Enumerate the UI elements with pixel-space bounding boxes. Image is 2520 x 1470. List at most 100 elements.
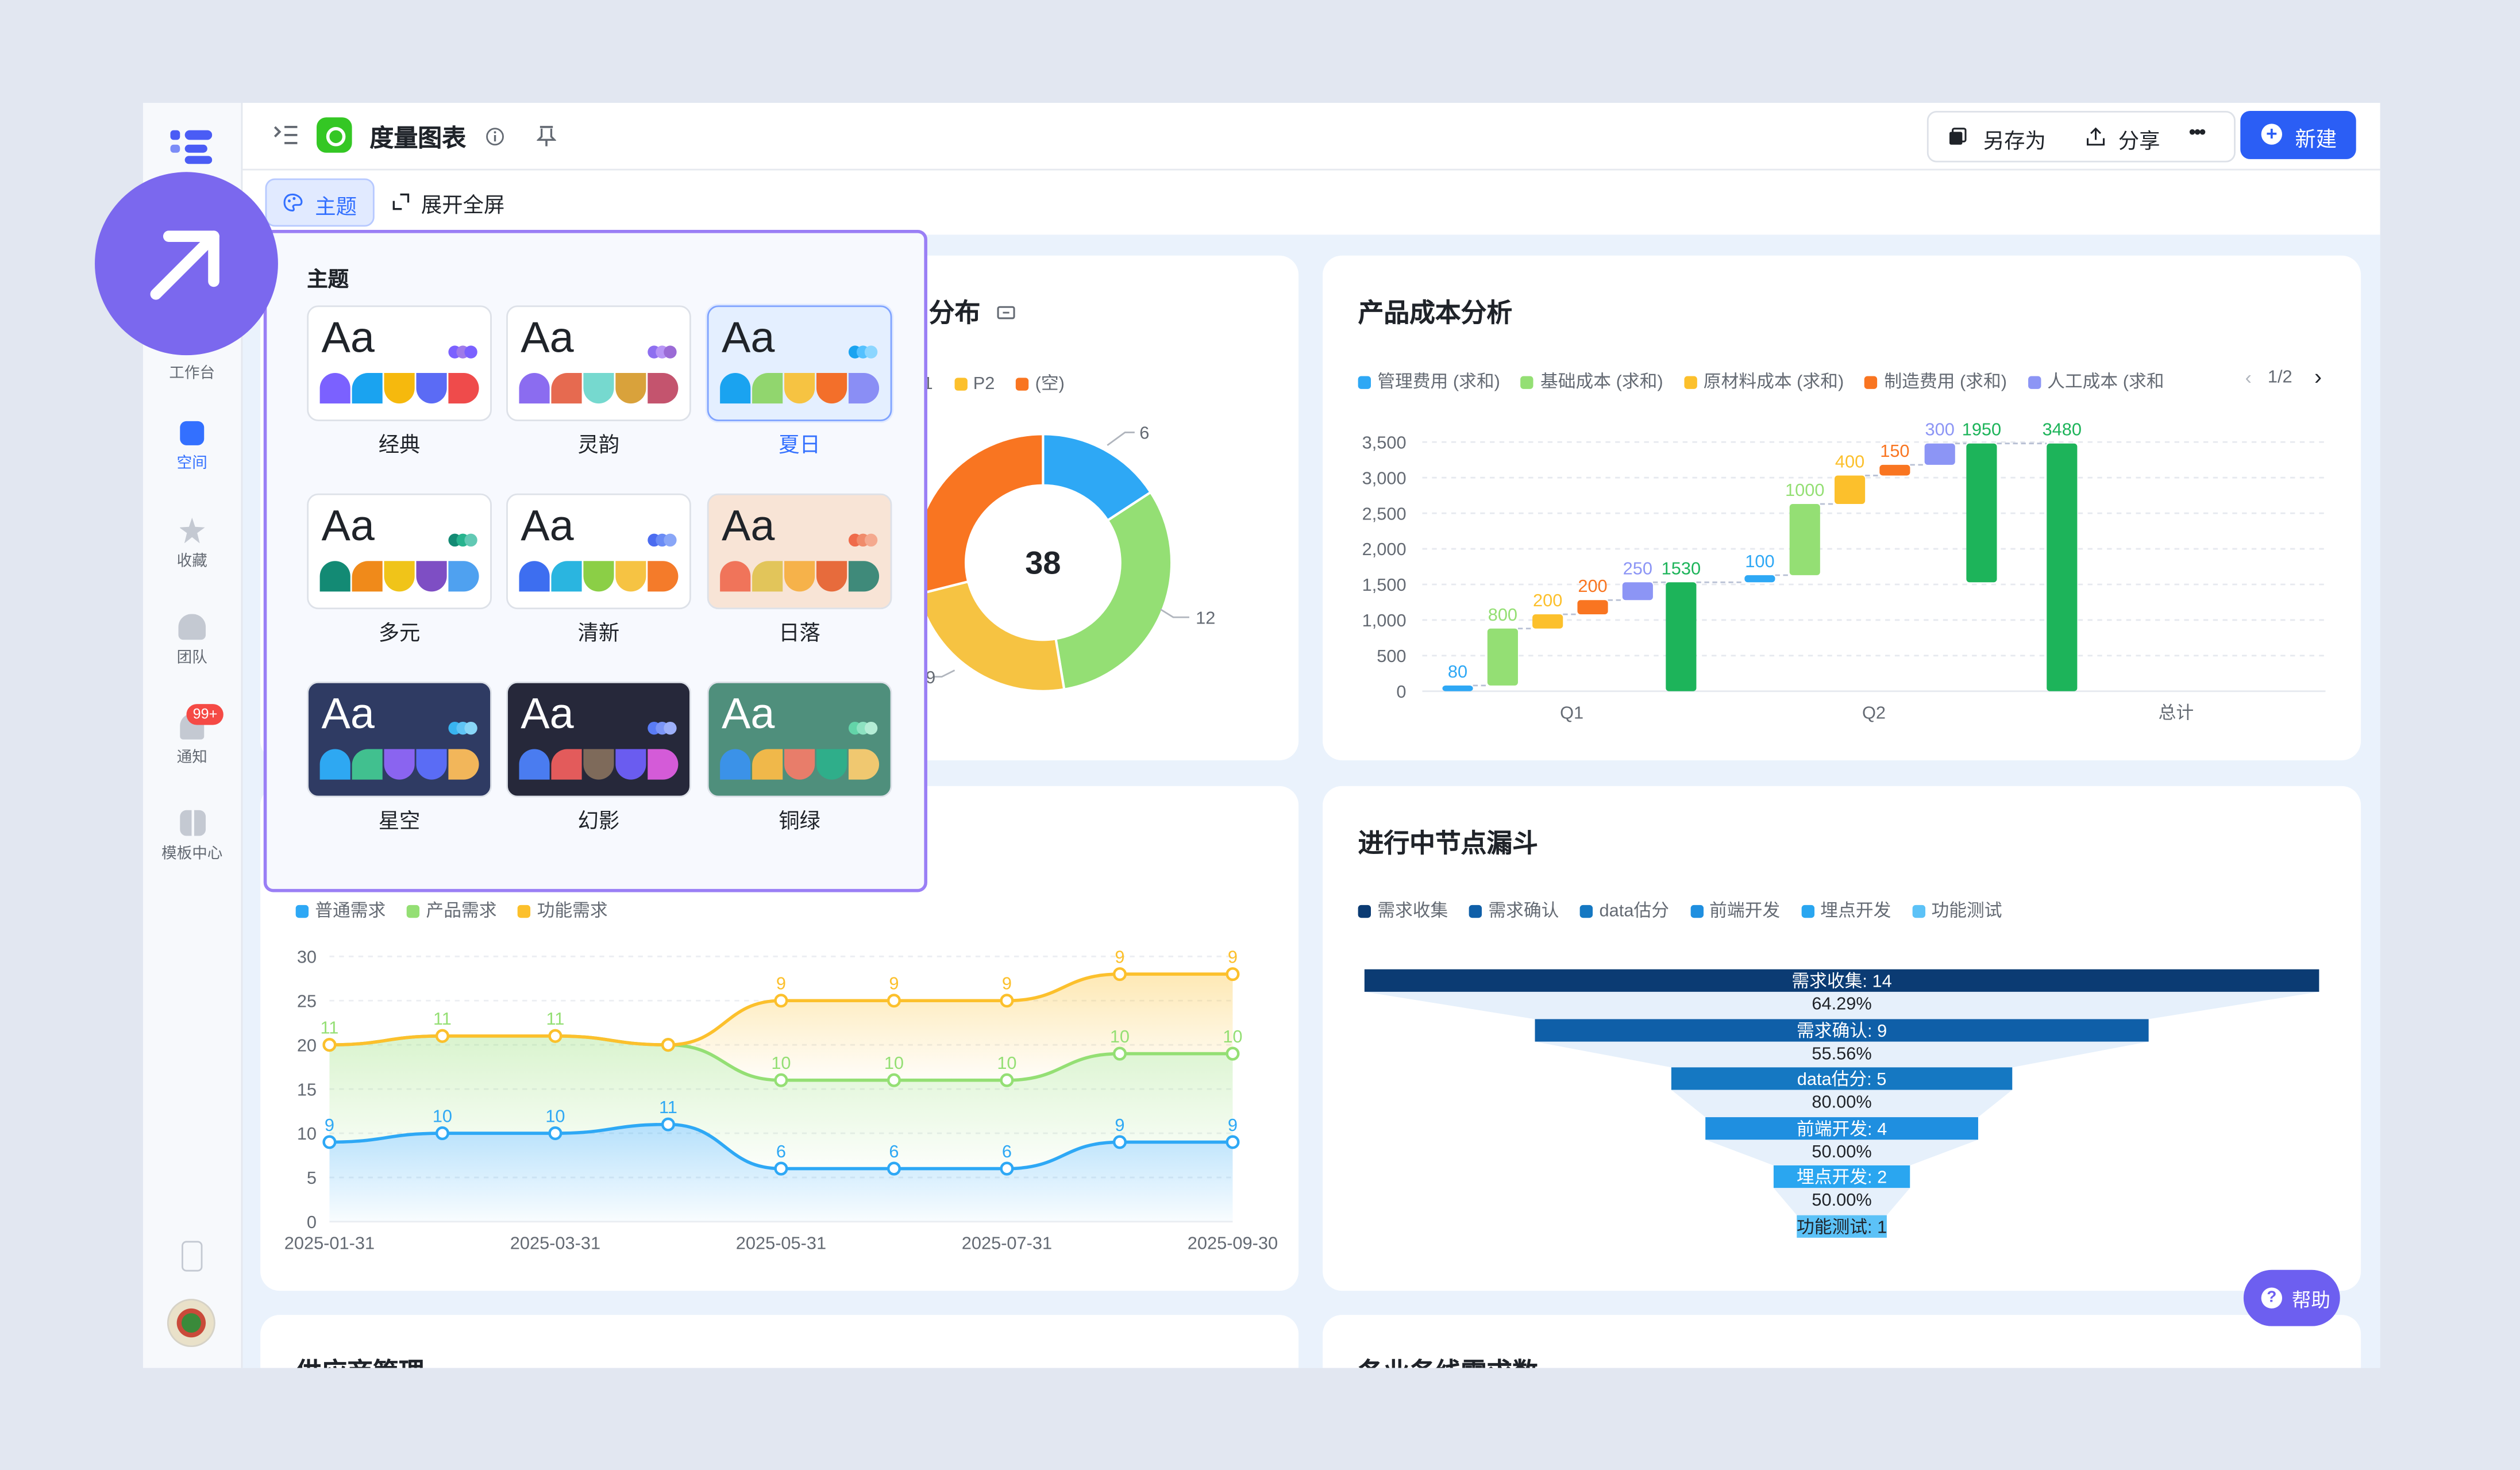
theme-option-5[interactable]: Aa	[506, 493, 691, 610]
conversion-rate: 80.00%	[1812, 1091, 1871, 1111]
legend-item[interactable]: 前端开发	[1709, 902, 1781, 921]
theme-option-label[interactable]: 灵韵	[577, 432, 620, 457]
area-chart[interactable]: 0 5 10 15 20 25 30 2025-01-31 2025-03-31 2025-05-…	[260, 786, 1298, 1291]
theme-option-label[interactable]: 铜绿	[779, 808, 820, 833]
sidebar-item-favorites[interactable]: 收藏	[143, 517, 241, 571]
data-label: 10	[545, 1106, 565, 1126]
legend-item[interactable]: 功能测试	[1931, 902, 2002, 921]
theme-color-shape	[720, 749, 751, 780]
data-label: 10	[1223, 1026, 1242, 1046]
data-point	[435, 1029, 449, 1043]
legend-item[interactable]: 需求收集	[1377, 902, 1448, 921]
help-icon: ?	[2261, 1287, 2283, 1309]
data-label: 11	[659, 1097, 677, 1117]
legend-item[interactable]: 人工成本 (求和	[2047, 372, 2164, 392]
info-icon[interactable]	[485, 127, 505, 147]
collapse-sidebar-icon[interactable]	[273, 124, 299, 146]
theme-option-label[interactable]: 幻影	[577, 808, 620, 833]
mobile-icon[interactable]	[182, 1241, 203, 1272]
theme-option-label[interactable]: 清新	[577, 620, 620, 645]
card-supplier[interactable]: 供应商管理	[260, 1315, 1299, 1368]
funnel-label: data估分: 5	[1797, 1069, 1887, 1089]
legend-item[interactable]: 基础成本 (求和)	[1540, 372, 1663, 392]
data-label: 200	[1533, 590, 1562, 610]
theme-option-6[interactable]: Aa	[707, 493, 892, 610]
legend-item[interactable]: P2	[973, 374, 995, 394]
avatar[interactable]	[167, 1299, 215, 1348]
data-label: 10	[884, 1053, 904, 1073]
theme-option-label[interactable]: 日落	[779, 620, 820, 645]
legend-item[interactable]: 原材料成本 (求和)	[1703, 372, 1844, 392]
theme-dot	[464, 345, 477, 359]
legend-item[interactable]: 需求确认	[1488, 902, 1559, 921]
legend-item[interactable]: data估分	[1599, 902, 1670, 921]
theme-dots-icon	[648, 526, 677, 555]
theme-color-shape	[816, 372, 847, 404]
theme-option-7[interactable]: Aa	[307, 682, 492, 798]
new-button[interactable]: + 新建	[2240, 111, 2356, 159]
theme-dot	[864, 345, 878, 359]
legend-swatch	[1912, 905, 1925, 918]
theme-color-shape	[448, 561, 479, 592]
card-business-lines[interactable]: 各业务线需求数	[1323, 1315, 2361, 1368]
share-button[interactable]: 分享	[2118, 128, 2160, 153]
theme-shapes	[319, 561, 481, 593]
theme-dot	[664, 533, 677, 547]
legend-swatch	[518, 905, 531, 918]
sidebar-item-workbench[interactable]: 工作台	[143, 360, 241, 383]
donut-slice	[1054, 490, 1173, 691]
theme-option-4[interactable]: Aa	[307, 493, 492, 610]
donut-chart[interactable]: 38 6 12 9	[260, 256, 1298, 760]
legend-prev-icon[interactable]: ‹	[2245, 366, 2252, 389]
theme-option-label[interactable]: 夏日	[779, 432, 820, 457]
sidebar-item-templates[interactable]: 模板中心	[143, 810, 241, 863]
theme-shapes	[720, 561, 881, 593]
theme-option-3[interactable]: Aa	[707, 305, 892, 421]
x-tick-label: 2025-09-30	[1188, 1233, 1278, 1253]
data-point	[548, 1126, 562, 1141]
theme-option-label[interactable]: 多元	[378, 620, 421, 645]
sidebar-item-notifications[interactable]: 99+ 通知	[143, 704, 241, 767]
legend-item[interactable]: (空)	[1035, 374, 1065, 394]
theme-option-1[interactable]: Aa	[307, 305, 492, 421]
legend-item[interactable]: 普通需求	[315, 902, 386, 921]
theme-option-8[interactable]: Aa	[506, 682, 691, 798]
app-logo-icon[interactable]	[170, 129, 213, 164]
sidebar-item-space[interactable]: 空间	[143, 421, 241, 472]
legend-item[interactable]: 产品需求	[426, 902, 497, 921]
theme-color-shape	[551, 749, 582, 780]
legend-item[interactable]: 管理费用 (求和)	[1377, 372, 1500, 392]
theme-shapes	[519, 561, 680, 593]
cost-legend: 管理费用 (求和) 基础成本 (求和) 原材料成本 (求和) 制造费用 (求和)…	[1358, 368, 2164, 394]
y-tick-label: 3,500	[1362, 432, 1407, 452]
data-point	[1000, 1161, 1014, 1176]
waterfall-chart[interactable]: 0 500 1,000 1,500 2,000 2,500 3,000 3,500 Q1 Q2 总计…	[1323, 256, 2361, 760]
theme-option-9[interactable]: Aa	[707, 682, 892, 798]
fullscreen-label: 展开全屏	[421, 193, 505, 217]
help-button[interactable]: ? 帮助	[2243, 1269, 2340, 1326]
save-as-button[interactable]: 另存为	[1983, 128, 2046, 153]
legend-item[interactable]: 埋点开发	[1820, 902, 1891, 921]
comment-icon[interactable]	[997, 304, 1017, 324]
legend-swatch	[1801, 905, 1814, 918]
card-product-cost[interactable]: 产品成本分析 管理费用 (求和) 基础成本 (求和) 原材料成本 (求和) 制造…	[1323, 255, 2361, 761]
card-node-funnel[interactable]: 进行中节点漏斗 需求收集 需求确认 data估分 前端开发 埋点开发 功能测试 …	[1323, 786, 2361, 1291]
theme-color-shape	[615, 749, 646, 780]
more-button[interactable]: •••	[2188, 120, 2206, 143]
legend-item[interactable]: 功能需求	[537, 902, 608, 921]
funnel-chart[interactable]: 64.29% 需求收集: 14 55.56%需求确认: 9 80.00%data估分:…	[1323, 786, 2361, 1291]
card-title: 供应商管理	[296, 1350, 425, 1368]
theme-button[interactable]: 主题	[265, 178, 375, 227]
theme-shapes	[519, 749, 680, 781]
theme-color-shape	[816, 561, 847, 592]
legend-next-icon[interactable]: ›	[2314, 363, 2322, 389]
data-label: 300	[1925, 420, 1955, 440]
theme-option-label[interactable]: 星空	[378, 808, 421, 833]
sidebar-item-team[interactable]: 团队	[143, 614, 241, 667]
pin-icon[interactable]	[537, 125, 556, 148]
theme-sample-text: Aa	[321, 501, 375, 550]
legend-item[interactable]: 制造费用 (求和)	[1884, 372, 2007, 392]
theme-option-2[interactable]: Aa	[506, 305, 691, 421]
theme-option-label[interactable]: 经典	[378, 432, 421, 457]
data-label: 10	[433, 1106, 452, 1126]
